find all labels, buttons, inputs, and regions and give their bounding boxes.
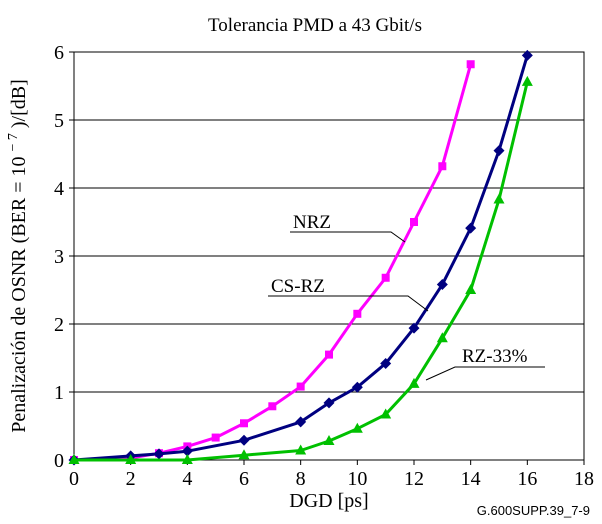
y-axis-ticks: 0 1 2 3 4 5 6 <box>54 42 74 472</box>
chart-title: Tolerancia PMD a 43 Gbit/s <box>208 15 422 36</box>
series-line-csrz <box>73 54 529 462</box>
point-csrz-3 <box>181 445 193 457</box>
y-tick-label-1: 1 <box>54 382 64 404</box>
y-tick-label-4: 4 <box>54 178 64 200</box>
series-layer <box>68 49 533 466</box>
x-tick-label-18: 18 <box>574 468 594 490</box>
point-rz33-7 <box>380 408 392 419</box>
annotation-csrz: CS-RZ <box>268 276 429 312</box>
point-nrz-11 <box>410 218 418 226</box>
series-csrz <box>68 49 533 466</box>
series-line-rz33 <box>74 81 529 462</box>
point-rz33-3 <box>238 449 250 460</box>
point-nrz-12 <box>438 162 447 171</box>
point-rz33-1 <box>125 454 137 464</box>
point-csrz-13 <box>521 49 533 61</box>
point-rz33-4 <box>295 444 307 455</box>
y-tick-label-2: 2 <box>54 314 64 336</box>
annotation-rz33-label: RZ-33% <box>462 346 528 367</box>
x-tick-label-2: 2 <box>126 468 136 490</box>
point-rz33-2 <box>181 454 193 464</box>
annotation-rz33: RZ-33% <box>425 346 545 381</box>
point-csrz-2 <box>153 448 165 460</box>
point-csrz-12 <box>493 145 505 157</box>
y-axis-label-tail: )/[dB] <box>8 79 30 128</box>
point-rz33-6 <box>351 422 363 433</box>
series-nrz <box>70 60 475 464</box>
y-axis-label: Penalización de OSNR (BER = 10 − 7 )/[dB… <box>0 79 30 433</box>
point-nrz-7 <box>296 382 305 391</box>
y-axis-label-exponent: − 7 <box>6 133 21 151</box>
point-nrz-4 <box>211 433 220 442</box>
point-nrz-10 <box>381 273 390 282</box>
x-tick-label-6: 6 <box>239 468 249 490</box>
point-nrz-8 <box>325 350 333 359</box>
y-tick-label-0: 0 <box>54 450 64 472</box>
point-csrz-7 <box>351 381 363 393</box>
point-nrz-5 <box>240 419 248 428</box>
series-rz33 <box>68 75 533 464</box>
annotation-nrz-label: NRZ <box>293 212 331 233</box>
annotation-rz33-leader <box>425 366 545 381</box>
x-tick-label-14: 14 <box>461 468 481 490</box>
point-csrz-11 <box>465 222 477 234</box>
point-rz33-5 <box>323 434 335 445</box>
point-nrz-6 <box>268 402 277 411</box>
gridlines <box>74 119 584 393</box>
point-rz33-0 <box>68 454 80 464</box>
figure-reference: G.600SUPP.39_7-9 <box>477 503 590 518</box>
x-tick-label-8: 8 <box>296 468 306 490</box>
point-rz33-11 <box>493 193 505 204</box>
point-rz33-8 <box>408 377 420 388</box>
point-csrz-9 <box>408 322 420 334</box>
x-axis-ticks: 0 2 4 6 8 10 12 14 16 18 <box>69 460 594 490</box>
x-tick-label-0: 0 <box>69 468 79 490</box>
x-tick-label-10: 10 <box>347 468 367 490</box>
point-rz33-10 <box>465 284 477 294</box>
y-tick-label-5: 5 <box>54 110 64 132</box>
point-nrz-9 <box>353 309 362 318</box>
y-tick-label-3: 3 <box>54 246 64 268</box>
annotation-csrz-leader <box>268 295 429 312</box>
annotation-nrz-leader <box>290 231 406 243</box>
x-axis-label: DGD [ps] <box>289 490 368 512</box>
point-csrz-10 <box>436 279 448 291</box>
x-tick-label-12: 12 <box>404 468 424 490</box>
point-nrz-13 <box>466 60 475 69</box>
point-rz33-12 <box>521 75 533 86</box>
point-rz33-9 <box>436 332 448 343</box>
y-tick-label-6: 6 <box>54 42 64 64</box>
point-csrz-5 <box>295 416 307 428</box>
point-csrz-8 <box>380 357 392 369</box>
series-line-nrz <box>73 63 473 462</box>
x-tick-label-16: 16 <box>517 468 537 490</box>
point-csrz-6 <box>323 397 335 409</box>
x-tick-label-4: 4 <box>182 468 192 490</box>
point-csrz-4 <box>238 434 250 446</box>
annotation-csrz-label: CS-RZ <box>271 276 325 297</box>
annotation-nrz: NRZ <box>290 212 406 243</box>
y-axis-label-main: Penalización de OSNR (BER = 10 <box>8 157 30 433</box>
